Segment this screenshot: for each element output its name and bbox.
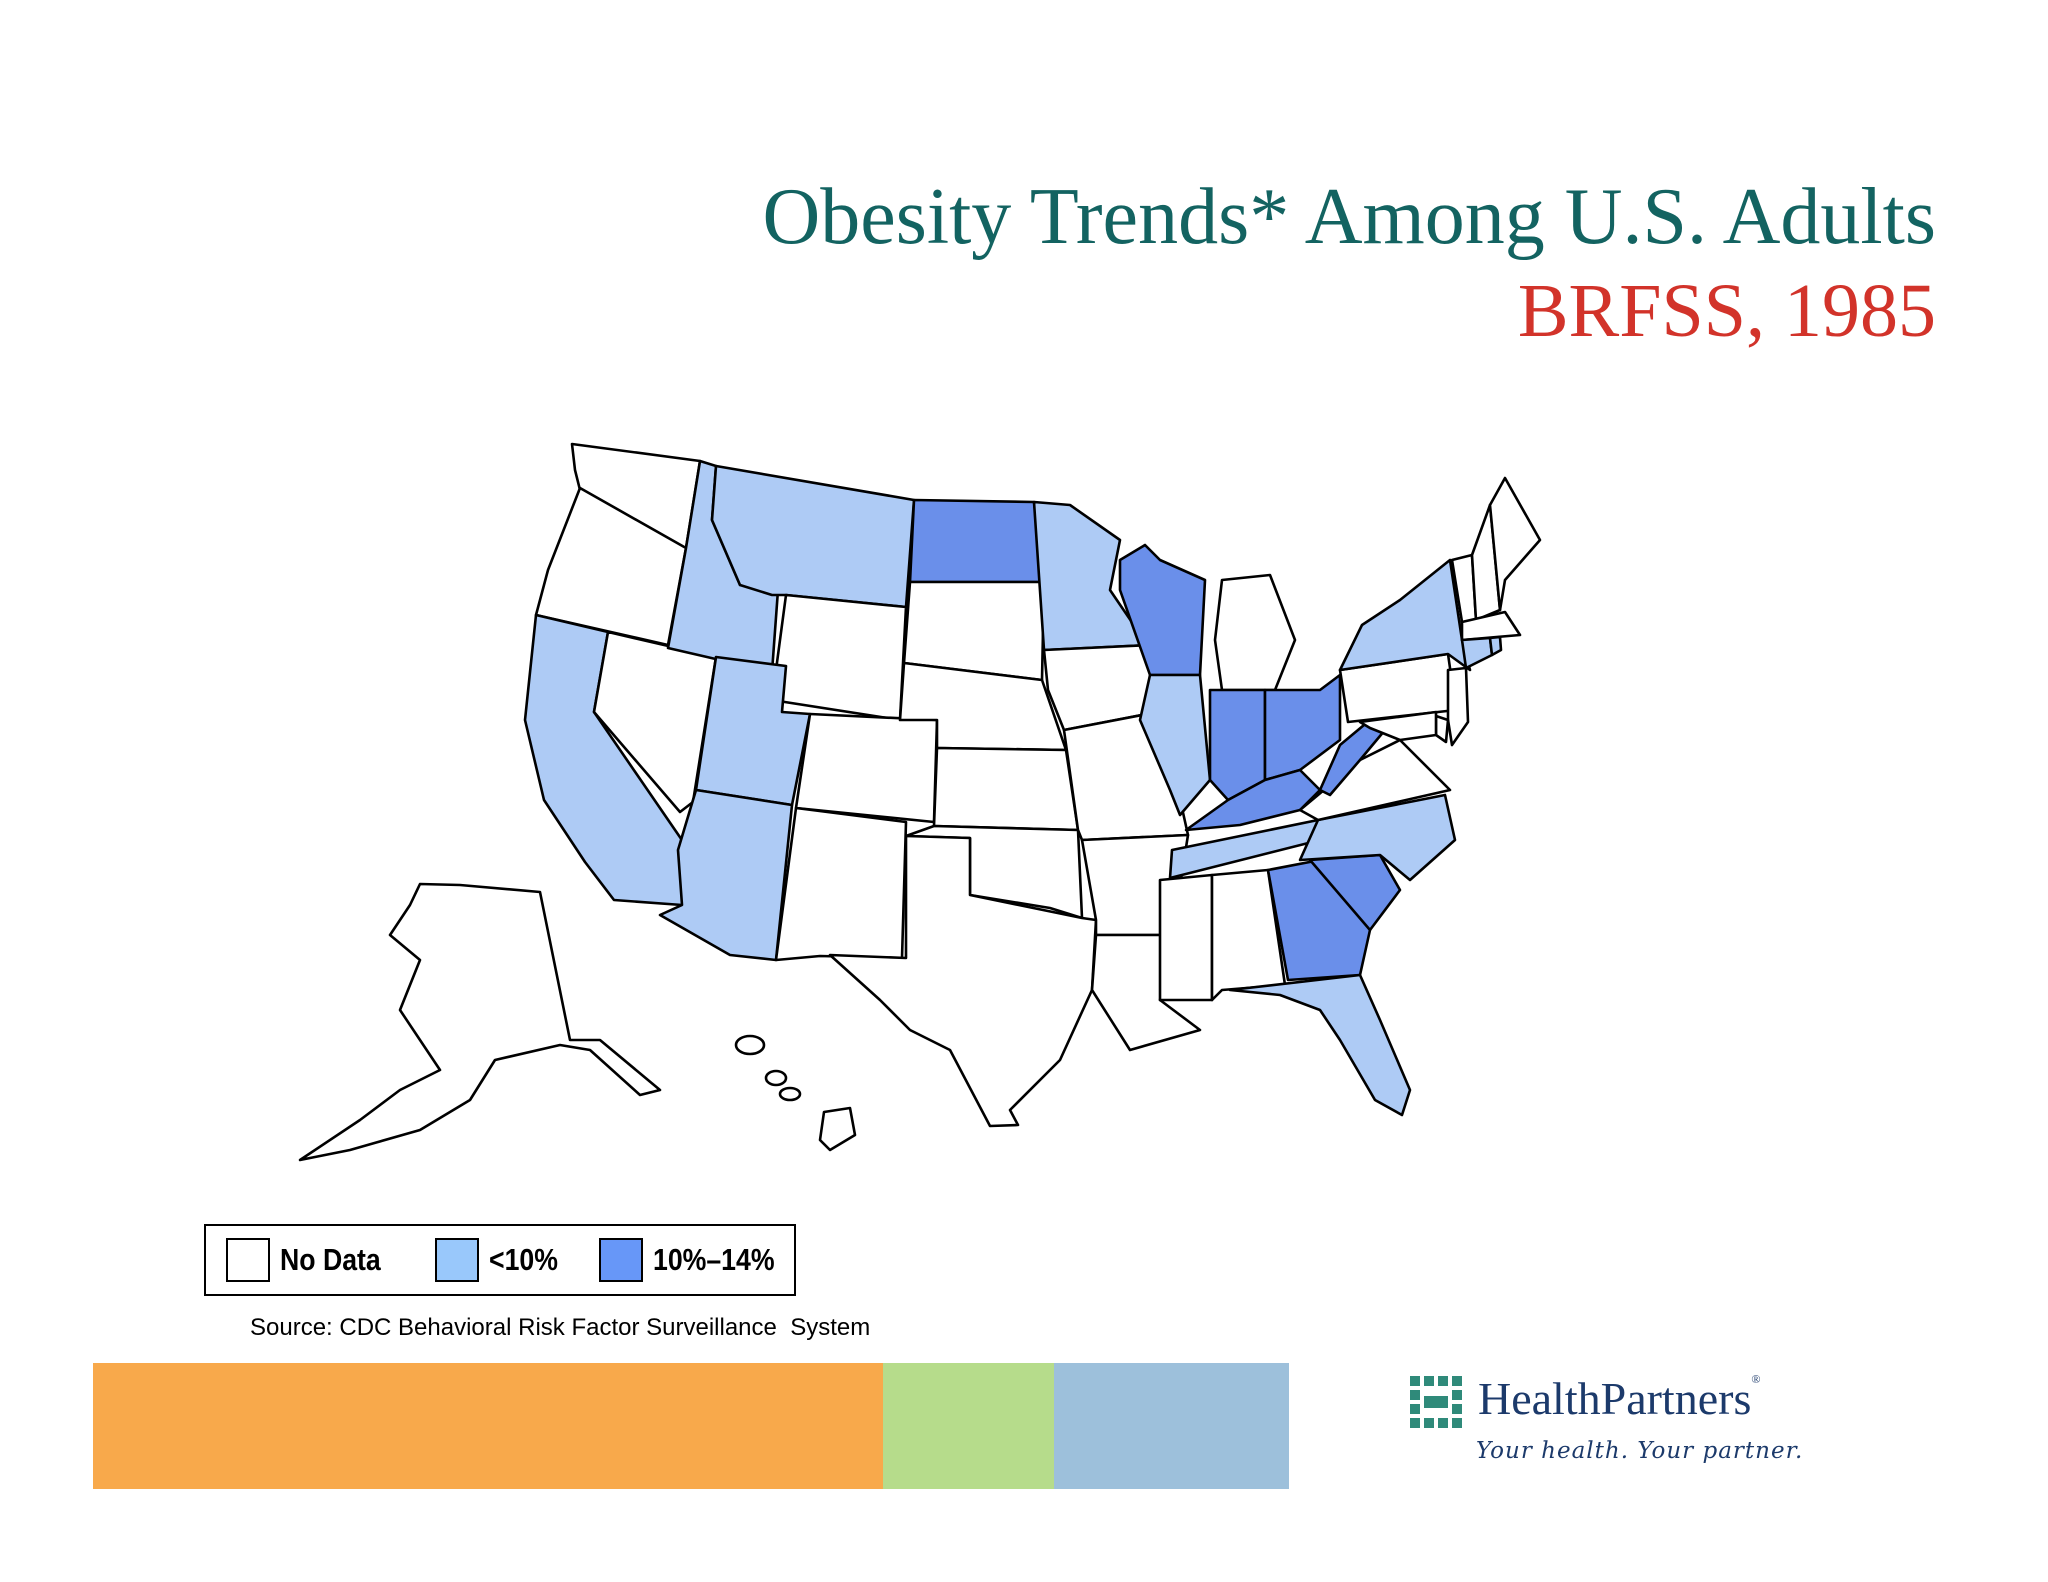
state-me — [1488, 476, 1542, 612]
state-fl — [1228, 973, 1412, 1117]
hawaii-island-3 — [778, 1086, 802, 1102]
map-title: Obesity Trends* Among U.S. Adults — [762, 173, 1936, 261]
state-ks — [932, 746, 1080, 832]
footer-bar-green — [883, 1363, 1054, 1489]
legend-swatch-no-data — [226, 1238, 270, 1282]
state-tx — [828, 834, 1098, 1128]
state-ms — [1158, 873, 1214, 1002]
state-ak — [298, 882, 662, 1162]
legend-item-10-14: 10%–14% — [599, 1238, 794, 1282]
state-oh — [1263, 673, 1342, 782]
state-md — [1358, 710, 1438, 742]
map-subtitle: BRFSS, 1985 — [1517, 269, 1936, 353]
healthpartners-mark-icon — [1410, 1376, 1462, 1428]
state-il — [1138, 673, 1212, 817]
state-nj — [1446, 666, 1470, 747]
state-de — [1434, 714, 1450, 744]
state-ct — [1460, 636, 1494, 670]
legend-swatch-10-14 — [599, 1238, 644, 1282]
state-co — [794, 712, 939, 824]
state-mt — [710, 464, 916, 609]
state-ri — [1488, 635, 1503, 657]
logo-tagline: Your health. Your partner. — [1476, 1438, 1804, 1464]
legend-item-no-data: No Data — [226, 1238, 397, 1282]
state-az — [658, 788, 794, 962]
state-hi — [818, 1106, 857, 1152]
footer-bar-blue — [1054, 1363, 1289, 1489]
state-wi — [1118, 543, 1207, 677]
state-ma — [1460, 610, 1522, 642]
state-ky — [1184, 768, 1322, 832]
legend-swatch-lt10 — [435, 1238, 480, 1282]
legend-item-lt10: <10% — [435, 1238, 569, 1282]
map-legend: No Data <10% 10%–14% — [204, 1224, 796, 1296]
hawaii-island-1 — [734, 1034, 766, 1056]
source-note: Source: CDC Behavioral Risk Factor Surve… — [250, 1314, 871, 1341]
legend-label-no-data: No Data — [280, 1242, 381, 1277]
state-nd — [908, 498, 1046, 584]
footer-bar-orange — [93, 1363, 883, 1489]
state-ny — [1338, 558, 1472, 672]
state-wy — [770, 593, 908, 722]
legend-label-10-14: 10%–14% — [653, 1242, 775, 1277]
state-nm — [774, 806, 908, 962]
healthpartners-logo: HealthPartners® Your health. Your partne… — [1410, 1372, 1810, 1482]
hawaii-island-2 — [764, 1069, 788, 1087]
state-mi — [1213, 573, 1297, 692]
logo-wordmark: HealthPartners® — [1478, 1372, 1761, 1424]
legend-label-lt10: <10% — [489, 1242, 559, 1277]
